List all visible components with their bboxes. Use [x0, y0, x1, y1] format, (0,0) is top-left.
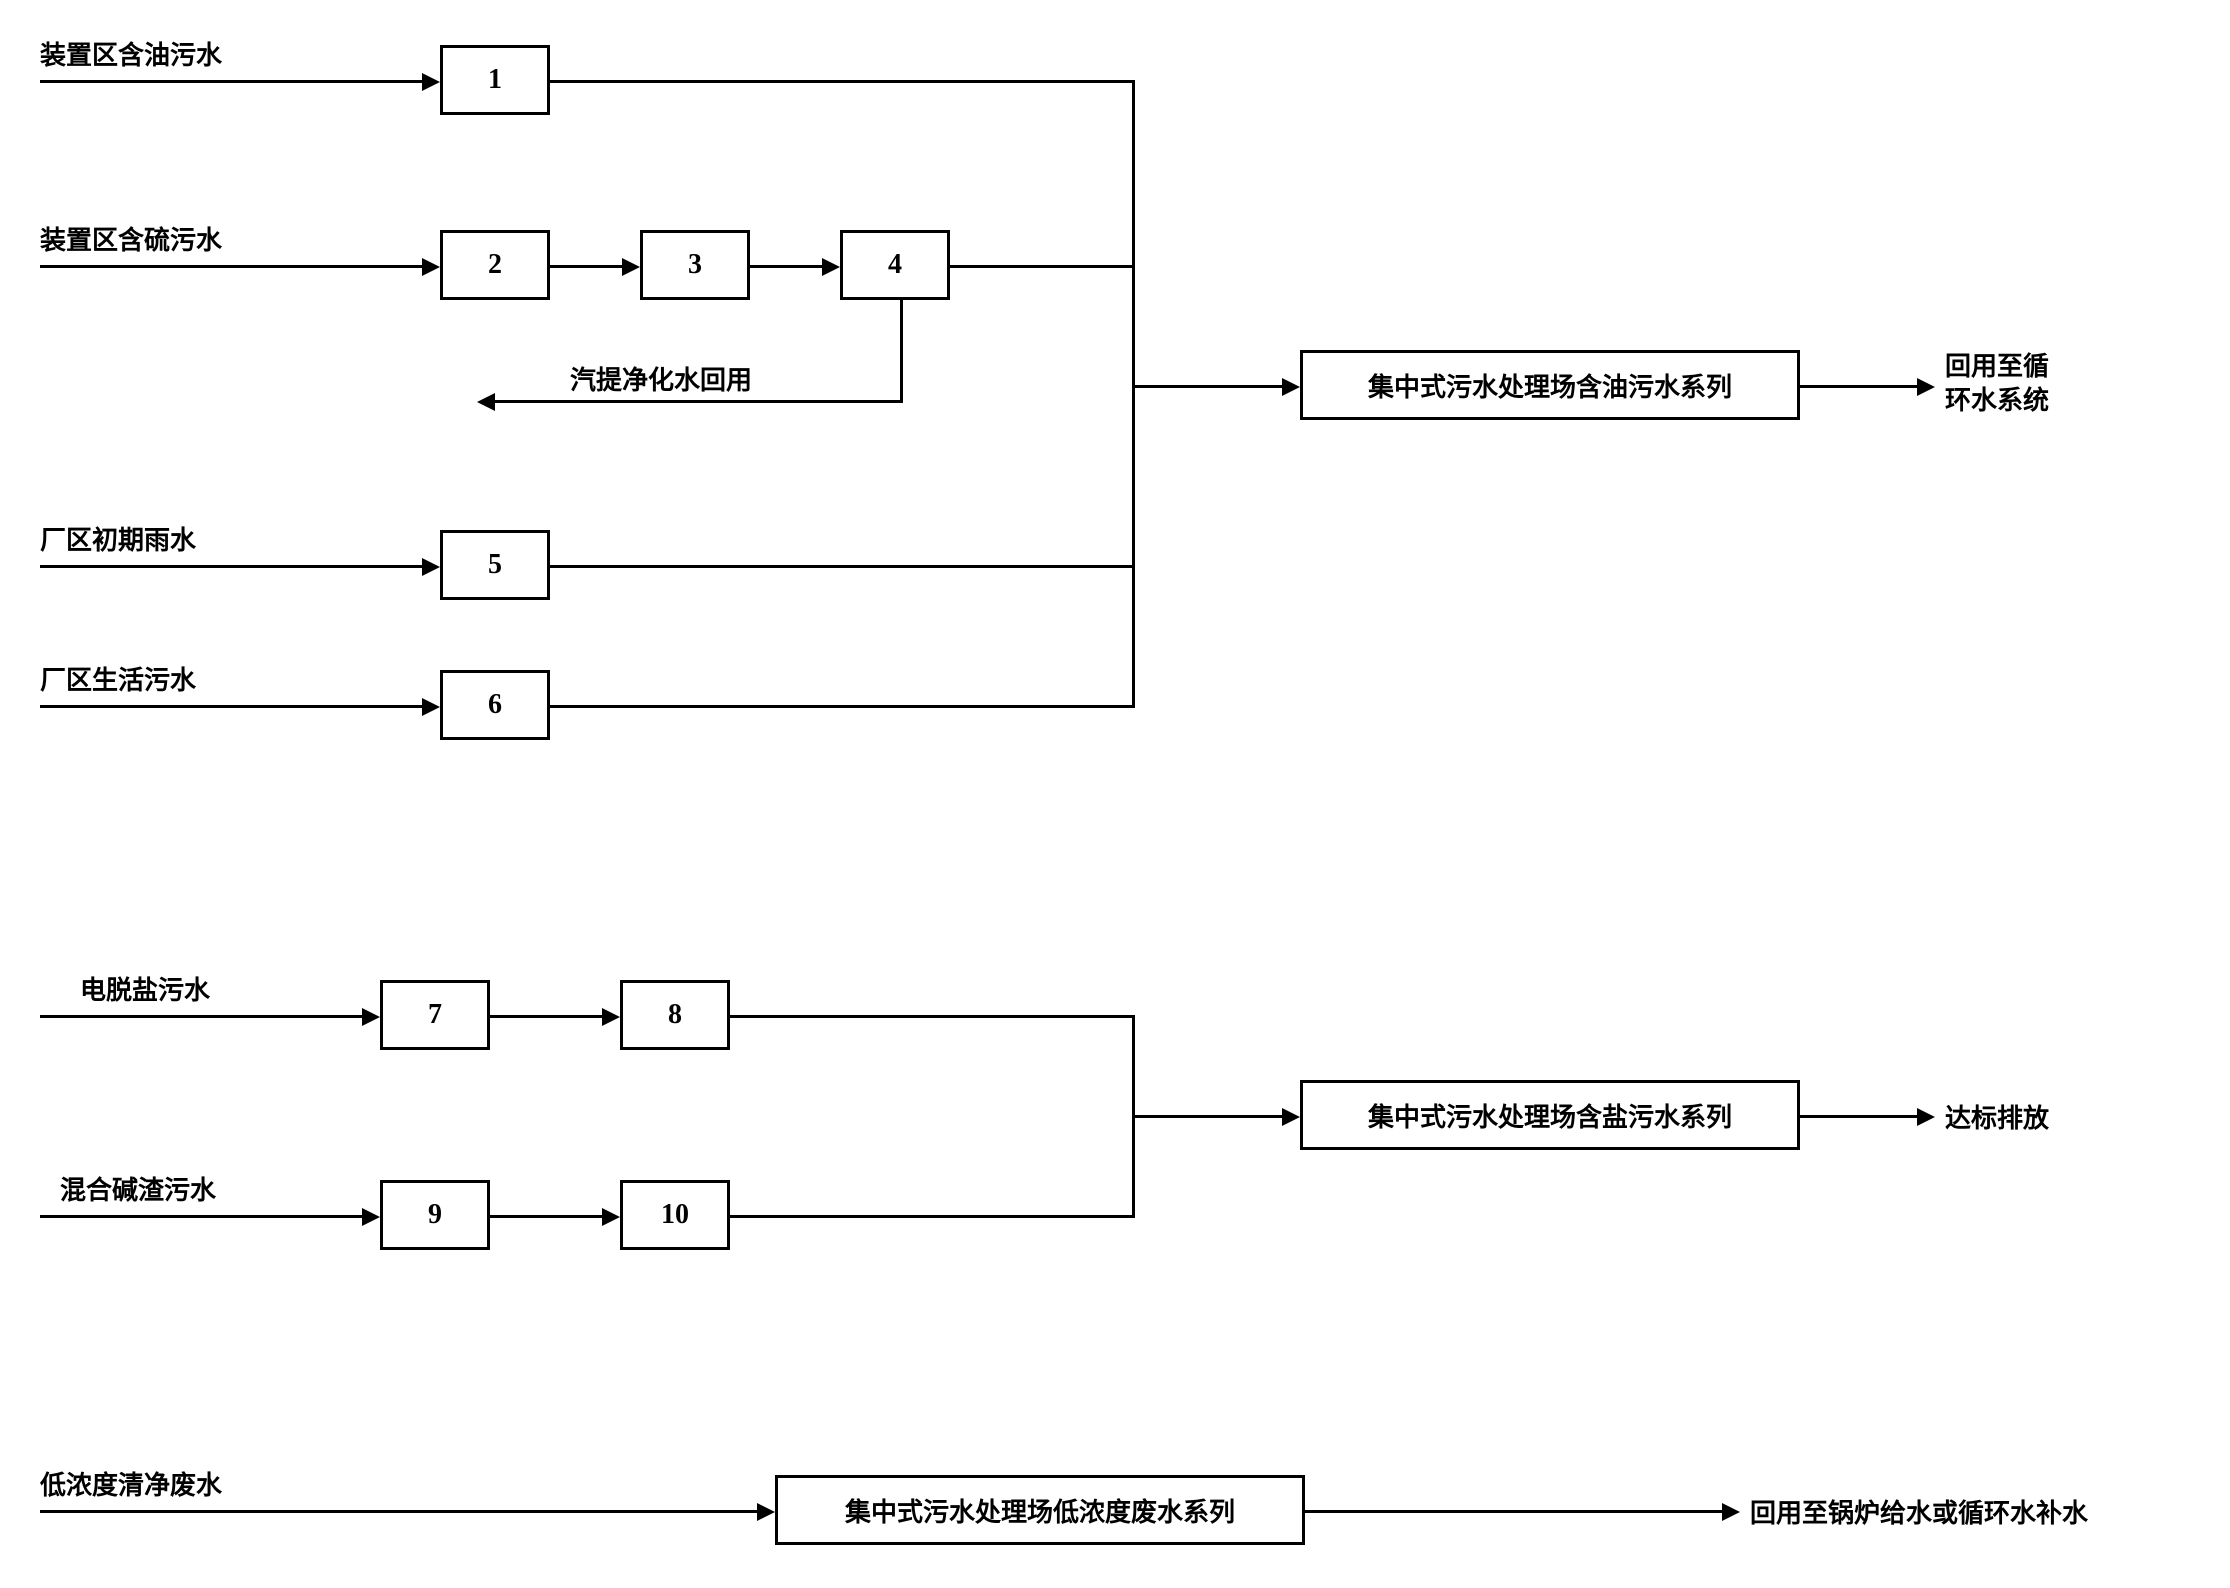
input-label-6: 混合碱渣污水 [60, 1170, 216, 1207]
flow-line [40, 265, 435, 268]
flow-arrow [422, 698, 440, 716]
box-5: 5 [440, 530, 550, 600]
output-label-line2: 环水系统 [1945, 386, 2049, 415]
flow-line [1132, 80, 1135, 708]
flow-arrow [362, 1208, 380, 1226]
box-4: 4 [840, 230, 950, 300]
flow-line [730, 1215, 1132, 1218]
flow-line [750, 265, 825, 268]
flow-line [40, 1215, 365, 1218]
box-10: 10 [620, 1180, 730, 1250]
section3-output-box: 集中式污水处理场低浓度废水系列 [775, 1475, 1305, 1545]
flow-arrow [1282, 378, 1300, 396]
flow-line [40, 705, 435, 708]
flow-line [490, 1215, 605, 1218]
box-1: 1 [440, 45, 550, 115]
flow-arrow [757, 1503, 775, 1521]
box-3: 3 [640, 230, 750, 300]
flow-line [40, 80, 435, 83]
section1-output-label: 回用至循 环水系统 [1945, 350, 2049, 418]
section2-output-label: 达标排放 [1945, 1098, 2049, 1135]
output-box-label: 集中式污水处理场低浓度废水系列 [845, 1492, 1235, 1529]
flow-arrow [1722, 1503, 1740, 1521]
flow-arrow [422, 73, 440, 91]
box-number: 2 [488, 249, 502, 281]
input-label-5: 电脱盐污水 [80, 970, 210, 1007]
flow-arrow [477, 393, 495, 411]
section1-output-box: 集中式污水处理场含油污水系列 [1300, 350, 1800, 420]
flow-line [495, 400, 903, 403]
box-7: 7 [380, 980, 490, 1050]
flow-line [40, 565, 435, 568]
section2-output-box: 集中式污水处理场含盐污水系列 [1300, 1080, 1800, 1150]
flow-line [550, 565, 1135, 568]
box-number: 3 [688, 249, 702, 281]
flow-line [730, 1015, 1132, 1018]
flow-arrow [1917, 378, 1935, 396]
box-number: 5 [488, 549, 502, 581]
box-number: 7 [428, 999, 442, 1031]
box-9: 9 [380, 1180, 490, 1250]
flow-arrow [1282, 1108, 1300, 1126]
flow-line [950, 265, 1135, 268]
flow-line [40, 1510, 760, 1513]
box-number: 6 [488, 689, 502, 721]
flow-arrow [362, 1008, 380, 1026]
flow-line [900, 300, 903, 400]
flow-line [1800, 385, 1920, 388]
flow-line [1800, 1115, 1920, 1118]
flow-arrow [602, 1208, 620, 1226]
box-8: 8 [620, 980, 730, 1050]
input-label-4: 厂区生活污水 [40, 660, 196, 697]
box-6: 6 [440, 670, 550, 740]
output-label-line1: 回用至循 [1945, 352, 2049, 381]
flow-arrow [1917, 1108, 1935, 1126]
output-box-label: 集中式污水处理场含盐污水系列 [1368, 1097, 1732, 1134]
flow-line [1132, 385, 1285, 388]
box-number: 10 [661, 1199, 689, 1231]
flow-arrow [422, 258, 440, 276]
input-label-1: 装置区含油污水 [40, 35, 222, 72]
box-2: 2 [440, 230, 550, 300]
flow-line [490, 1015, 605, 1018]
flow-arrow [622, 258, 640, 276]
input-label-7: 低浓度清净废水 [40, 1465, 222, 1502]
input-label-3: 厂区初期雨水 [40, 520, 196, 557]
flowchart-container: 装置区含油污水 1 装置区含硫污水 2 3 4 汽提净化水回用 厂区初期雨水 5… [0, 0, 2230, 1588]
section3-output-label: 回用至锅炉给水或循环水补水 [1750, 1493, 2088, 1530]
box-number: 9 [428, 1199, 442, 1231]
box-number: 8 [668, 999, 682, 1031]
flow-line [40, 1015, 365, 1018]
flow-line [1132, 1115, 1285, 1118]
feedback-label: 汽提净化水回用 [570, 360, 752, 397]
flow-arrow [602, 1008, 620, 1026]
flow-line [550, 705, 1132, 708]
flow-line [550, 80, 1135, 83]
flow-arrow [422, 558, 440, 576]
output-box-label: 集中式污水处理场含油污水系列 [1368, 367, 1732, 404]
box-number: 1 [488, 64, 502, 96]
flow-arrow [822, 258, 840, 276]
flow-line [550, 265, 625, 268]
flow-line [1305, 1510, 1725, 1513]
box-number: 4 [888, 249, 902, 281]
input-label-2: 装置区含硫污水 [40, 220, 222, 257]
